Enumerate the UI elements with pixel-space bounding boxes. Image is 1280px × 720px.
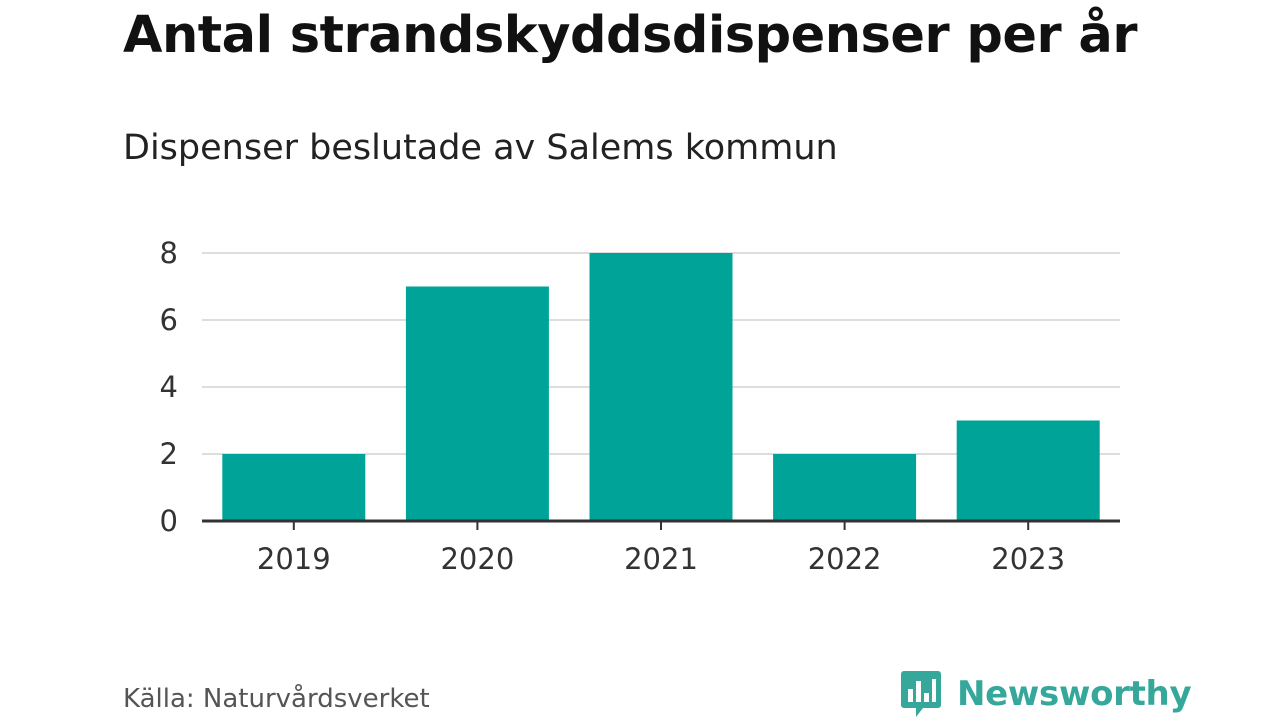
y-tick-label: 6: [160, 303, 178, 337]
chart-title: Antal strandskyddsdispenser per år: [123, 6, 1137, 65]
x-tick-label: 2019: [257, 542, 331, 576]
newsworthy-logo-icon: [901, 671, 941, 717]
bar-chart: 0 2 4 6 8 2019 2020 2021 2022 2023: [160, 236, 1120, 576]
bar-2023: [956, 420, 1100, 521]
x-tick-label: 2020: [440, 542, 514, 576]
bar-2020: [405, 286, 549, 521]
bar-2021: [589, 253, 733, 521]
bar-2022: [773, 454, 917, 521]
y-tick-label: 0: [160, 504, 178, 538]
x-tick-label: 2022: [808, 542, 882, 576]
chart-subtitle: Dispenser beslutade av Salems kommun: [123, 128, 838, 168]
bar-2019: [222, 454, 366, 521]
source-note: Källa: Naturvårdsverket: [123, 684, 430, 714]
brand-name: Newsworthy: [957, 674, 1192, 714]
brand: Newsworthy: [901, 669, 1192, 719]
bars: [222, 253, 1100, 521]
axes: 0 2 4 6 8 2019 2020 2021 2022 2023: [160, 236, 1120, 576]
x-tick-label: 2021: [624, 542, 698, 576]
y-tick-label: 2: [160, 437, 178, 471]
x-tick-label: 2023: [991, 542, 1065, 576]
y-tick-label: 4: [160, 370, 178, 404]
y-tick-label: 8: [160, 236, 178, 270]
